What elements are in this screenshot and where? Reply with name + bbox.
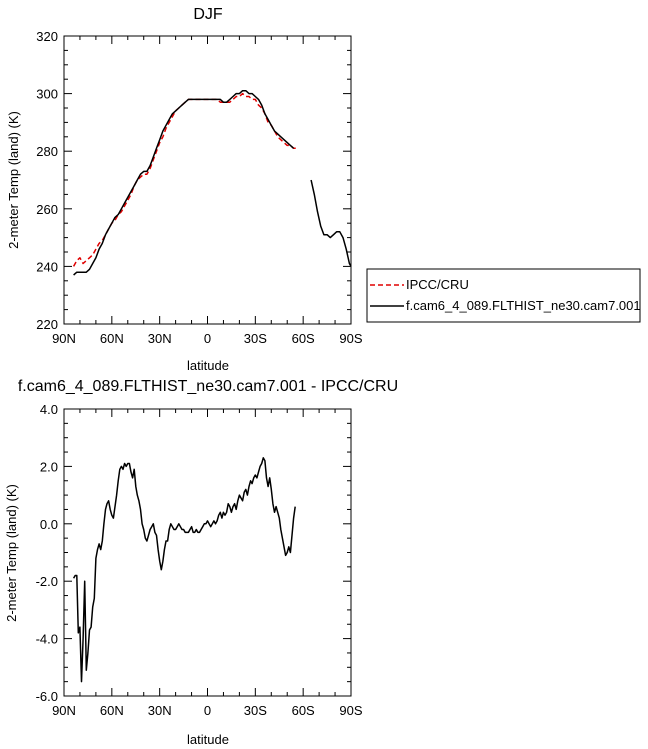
top-x-tick-label: 30S xyxy=(244,331,267,346)
bottom-y-tick-label: -6.0 xyxy=(36,689,58,704)
bottom-x-tick-label: 0 xyxy=(204,703,211,718)
top-y-tick-label: 300 xyxy=(36,87,58,102)
top-x-tick-label: 60N xyxy=(100,331,124,346)
top-chart-title: DJF xyxy=(193,6,223,23)
top-chart-ticks: 90N 60N 30N 0 30S 60S 90S 220 240 260 280 300 320 xyxy=(36,29,363,346)
bottom-x-tick-label: 90N xyxy=(52,703,76,718)
legend-label-model: f.cam6_4_089.FLTHIST_ne30.cam7.001 xyxy=(406,298,641,313)
bottom-x-tick-label: 30S xyxy=(244,703,267,718)
bottom-y-tick-label: -4.0 xyxy=(36,632,58,647)
bottom-y-tick-label: 4.0 xyxy=(40,402,58,417)
bottom-series-line-0 xyxy=(72,457,296,683)
bottom-chart: f.cam6_4_089.FLTHIST_ne30.cam7.001 - IPC… xyxy=(4,378,398,747)
top-x-tick-label: 60S xyxy=(292,331,315,346)
top-y-tick-label: 280 xyxy=(36,144,58,159)
bottom-x-tick-label: 90S xyxy=(339,703,362,718)
bottom-x-tick-label: 30N xyxy=(148,703,172,718)
top-y-tick-label: 220 xyxy=(36,317,58,332)
bottom-y-tick-label: -2.0 xyxy=(36,574,58,589)
bottom-chart-ticks: 90N 60N 30N 0 30S 60S 90S -6.0 -4.0 -2.0 0.0 2.0 4.0 xyxy=(36,402,363,718)
top-y-tick-label: 320 xyxy=(36,29,58,44)
top-chart-x-axis-label: latitude xyxy=(187,358,229,373)
top-chart-frame xyxy=(63,35,352,325)
bottom-y-tick-label: 0.0 xyxy=(40,517,58,532)
top-x-tick-label: 90S xyxy=(339,331,362,346)
top-chart-series xyxy=(72,89,352,276)
bottom-x-tick-label: 60S xyxy=(292,703,315,718)
bottom-y-tick-label: 2.0 xyxy=(40,459,58,474)
top-y-tick-label: 260 xyxy=(36,202,58,217)
top-y-tick-label: 240 xyxy=(36,259,58,274)
bottom-chart-series xyxy=(72,457,296,683)
top-series-line-1 xyxy=(73,89,352,276)
top-x-tick-label: 0 xyxy=(204,331,211,346)
top-x-tick-label: 30N xyxy=(148,331,172,346)
top-x-tick-label: 90N xyxy=(52,331,76,346)
legend-label-ipcc-cru: IPCC/CRU xyxy=(406,277,469,292)
legend-box xyxy=(366,268,641,323)
top-series-line-0 xyxy=(72,92,297,267)
bottom-x-tick-label: 60N xyxy=(100,703,124,718)
top-chart-legend: IPCC/CRU f.cam6_4_089.FLTHIST_ne30.cam7.… xyxy=(366,268,641,323)
bottom-chart-y-axis-label: 2-meter Temp (land) (K) xyxy=(4,484,19,622)
top-chart-y-axis-label: 2-meter Temp (land) (K) xyxy=(6,111,21,249)
bottom-chart-frame xyxy=(63,408,352,697)
bottom-chart-title: f.cam6_4_089.FLTHIST_ne30.cam7.001 - IPC… xyxy=(18,378,398,395)
top-chart: DJF 90N 60N 30N 0 30S 60S 90S 220 240 260 280 300 32… xyxy=(6,6,641,373)
bottom-chart-x-axis-label: latitude xyxy=(187,732,229,747)
